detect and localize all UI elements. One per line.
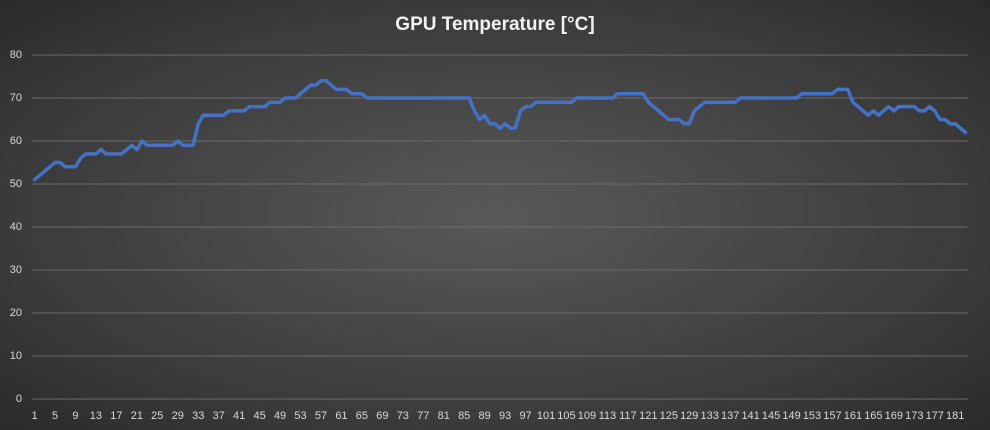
y-tick-label: 80 xyxy=(10,49,22,61)
x-tick-label: 5 xyxy=(52,410,58,422)
data-line xyxy=(32,79,968,182)
x-tick-label: 97 xyxy=(519,410,531,422)
x-tick-label: 33 xyxy=(192,410,204,422)
x-tick-label: 181 xyxy=(946,410,964,422)
x-tick-label: 145 xyxy=(762,410,780,422)
x-tick-label: 109 xyxy=(578,410,596,422)
x-tick-label: 53 xyxy=(294,410,306,422)
x-tick-label: 29 xyxy=(172,410,184,422)
x-tick-label: 1 xyxy=(31,410,37,422)
x-tick-label: 25 xyxy=(151,410,163,422)
x-tick-label: 61 xyxy=(335,410,347,422)
x-tick-label: 157 xyxy=(823,410,841,422)
x-tick-label: 81 xyxy=(438,410,450,422)
x-tick-label: 65 xyxy=(356,410,368,422)
y-tick-label: 0 xyxy=(16,393,22,405)
x-tick-label: 161 xyxy=(844,410,862,422)
x-tick-label: 49 xyxy=(274,410,286,422)
x-tick-label: 57 xyxy=(315,410,327,422)
x-tick-label: 169 xyxy=(885,410,903,422)
x-tick-label: 165 xyxy=(864,410,882,422)
x-tick-label: 177 xyxy=(926,410,944,422)
y-tick-label: 70 xyxy=(10,92,22,104)
x-tick-label: 93 xyxy=(499,410,511,422)
x-tick-label: 77 xyxy=(417,410,429,422)
y-tick-label: 50 xyxy=(10,178,22,190)
y-tick-label: 60 xyxy=(10,135,22,147)
x-tick-label: 45 xyxy=(253,410,265,422)
x-tick-label: 101 xyxy=(537,410,555,422)
x-tick-label: 21 xyxy=(131,410,143,422)
x-tick-label: 173 xyxy=(905,410,923,422)
x-tick-label: 117 xyxy=(619,410,637,422)
x-tick-label: 113 xyxy=(599,410,617,422)
x-tick-label: 89 xyxy=(479,410,491,422)
y-tick-label: 30 xyxy=(10,264,22,276)
y-tick-label: 10 xyxy=(10,350,22,362)
x-tick-label: 149 xyxy=(782,410,800,422)
x-tick-label: 73 xyxy=(397,410,409,422)
x-tick-label: 69 xyxy=(376,410,388,422)
y-tick-label: 20 xyxy=(10,307,22,319)
y-tick-label: 40 xyxy=(10,221,22,233)
x-tick-label: 133 xyxy=(701,410,719,422)
x-tick-label: 125 xyxy=(660,410,678,422)
x-tick-label: 37 xyxy=(213,410,225,422)
chart-title: GPU Temperature [°C] xyxy=(395,14,594,35)
x-tick-label: 129 xyxy=(680,410,698,422)
x-tick-label: 85 xyxy=(458,410,470,422)
x-tick-label: 105 xyxy=(557,410,575,422)
x-tick-label: 137 xyxy=(721,410,739,422)
x-tick-label: 41 xyxy=(233,410,245,422)
x-tick-label: 17 xyxy=(110,410,122,422)
x-tick-label: 13 xyxy=(90,410,102,422)
x-tick-label: 121 xyxy=(639,410,657,422)
x-tick-label: 153 xyxy=(803,410,821,422)
x-tick-label: 9 xyxy=(72,410,78,422)
x-tick-label: 141 xyxy=(741,410,759,422)
